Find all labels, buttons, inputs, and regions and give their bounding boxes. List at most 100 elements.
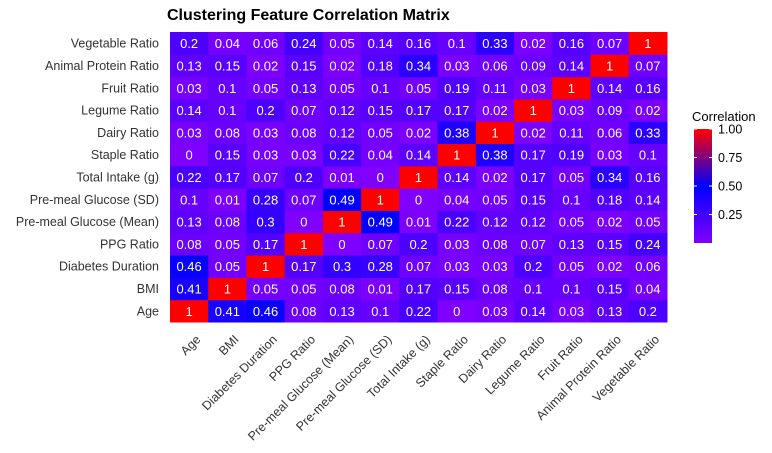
x-tick-label: Age [178, 332, 204, 358]
heatmap-cell [437, 255, 477, 278]
heatmap-cell [399, 76, 439, 100]
y-tick-label: Pre-meal Glucose (Mean) [16, 215, 159, 229]
heatmap-cell [322, 54, 362, 78]
cell-value-label: 0.02 [635, 103, 660, 118]
cell-value-label: 0.15 [597, 237, 622, 252]
cell-value-label: 0.41 [215, 304, 240, 319]
heatmap-cell [399, 255, 439, 278]
heatmap-cell [284, 277, 324, 301]
heatmap-cell [590, 188, 630, 211]
cell-value-label: 0.01 [368, 282, 393, 297]
cell-value-label: 0.06 [597, 125, 622, 140]
cell-value-label: 1 [453, 148, 460, 163]
heatmap-cell [246, 121, 286, 145]
heatmap-cell [246, 76, 286, 100]
cell-value-label: 0 [338, 237, 345, 252]
cell-value-label: 0.07 [291, 103, 316, 118]
cell-value-label: 0.08 [482, 282, 507, 297]
heatmap-cell [361, 54, 400, 78]
heatmap-cell [246, 277, 286, 301]
heatmap-cell [208, 98, 247, 122]
heatmap-cell [361, 143, 400, 167]
cell-value-label: 0.02 [597, 215, 622, 230]
cell-value-label: 0.08 [482, 237, 507, 252]
cell-value-label: 0.03 [597, 148, 622, 163]
cell-value-label: 0.05 [559, 259, 584, 274]
heatmap-cell [284, 255, 324, 278]
heatmap-cell [590, 232, 630, 256]
heatmap-cell [246, 232, 286, 256]
heatmap-cell [590, 76, 630, 100]
cell-value-label: 0 [377, 170, 384, 185]
heatmap-cell [514, 76, 553, 100]
cell-value-label: 0.14 [559, 58, 584, 73]
heatmap-cell [552, 210, 592, 234]
cell-value-label: 0.1 [524, 282, 542, 297]
cell-value-label: 0.04 [635, 282, 660, 297]
heatmap-cell [552, 277, 592, 301]
heatmap-cell [361, 255, 400, 278]
cell-value-label: 0.05 [368, 125, 393, 140]
cell-value-label: 0.08 [329, 282, 354, 297]
cell-value-label: 0.22 [444, 215, 469, 230]
legend-colorbar [694, 129, 712, 243]
heatmap-cell [514, 98, 553, 122]
cell-value-label: 0.13 [291, 81, 316, 96]
cell-value-label: 0.05 [215, 237, 240, 252]
heatmap-cell [552, 54, 592, 78]
heatmap-cell [475, 121, 515, 145]
cell-value-label: 0.16 [635, 81, 660, 96]
heatmap-cells [170, 32, 668, 323]
cell-value-label: 1 [300, 237, 307, 252]
cell-value-label: 0.18 [368, 58, 393, 73]
heatmap-cell [475, 165, 515, 189]
heatmap-cell [284, 232, 324, 256]
legend-tick-label: 0.75 [718, 151, 742, 165]
cell-value-label: 0.12 [482, 215, 507, 230]
cell-value-label: 0.34 [406, 58, 431, 73]
heatmap-cell [361, 210, 400, 234]
cell-value-label: 0.2 [180, 36, 198, 51]
heatmap-cell [514, 210, 553, 234]
legend-tick-label: 0.50 [718, 180, 742, 194]
heatmap-cell [475, 277, 515, 301]
heatmap-cell [284, 121, 324, 145]
cell-value-label: 1 [568, 81, 575, 96]
cell-value-label: 0.05 [253, 81, 278, 96]
heatmap-cell [552, 188, 592, 211]
cell-value-label: 0.38 [482, 148, 507, 163]
y-tick-label: Fruit Ratio [101, 81, 159, 95]
heatmap-cell [590, 121, 630, 145]
cell-value-label: 0.1 [218, 81, 236, 96]
heatmap-cell [170, 255, 209, 278]
heatmap-cell [552, 232, 592, 256]
cell-value-label: 0.16 [406, 36, 431, 51]
cell-value-label: 0.03 [559, 304, 584, 319]
cell-value-label: 0.07 [368, 237, 393, 252]
heatmap-cell [246, 188, 286, 211]
heatmap-cell [170, 232, 209, 256]
cell-value-label: 0.07 [521, 237, 546, 252]
cell-value-label: 0 [185, 148, 192, 163]
heatmap-cell [208, 232, 247, 256]
heatmap-cell [246, 299, 286, 323]
heatmap-cell [475, 255, 515, 278]
cell-value-label: 0.13 [176, 58, 201, 73]
heatmap-cell [437, 299, 477, 323]
heatmap-cell [208, 54, 247, 78]
heatmap-cell [628, 232, 668, 256]
heatmap-cell [628, 98, 668, 122]
y-tick-label: PPG Ratio [100, 237, 159, 251]
heatmap-cell [208, 277, 247, 301]
heatmap-cell [475, 210, 515, 234]
heatmap-cell [361, 32, 400, 55]
cell-value-label: 0.2 [257, 103, 275, 118]
cell-value-label: 0.15 [521, 192, 546, 207]
cell-value-label: 0.17 [253, 237, 278, 252]
cell-value-label: 1 [415, 170, 422, 185]
heatmap-cell [475, 54, 515, 78]
cell-value-label: 0.17 [521, 170, 546, 185]
cell-value-label: 0.16 [635, 170, 660, 185]
legend-tick-label: 1.00 [718, 123, 742, 137]
cell-value-label: 0.19 [559, 148, 584, 163]
